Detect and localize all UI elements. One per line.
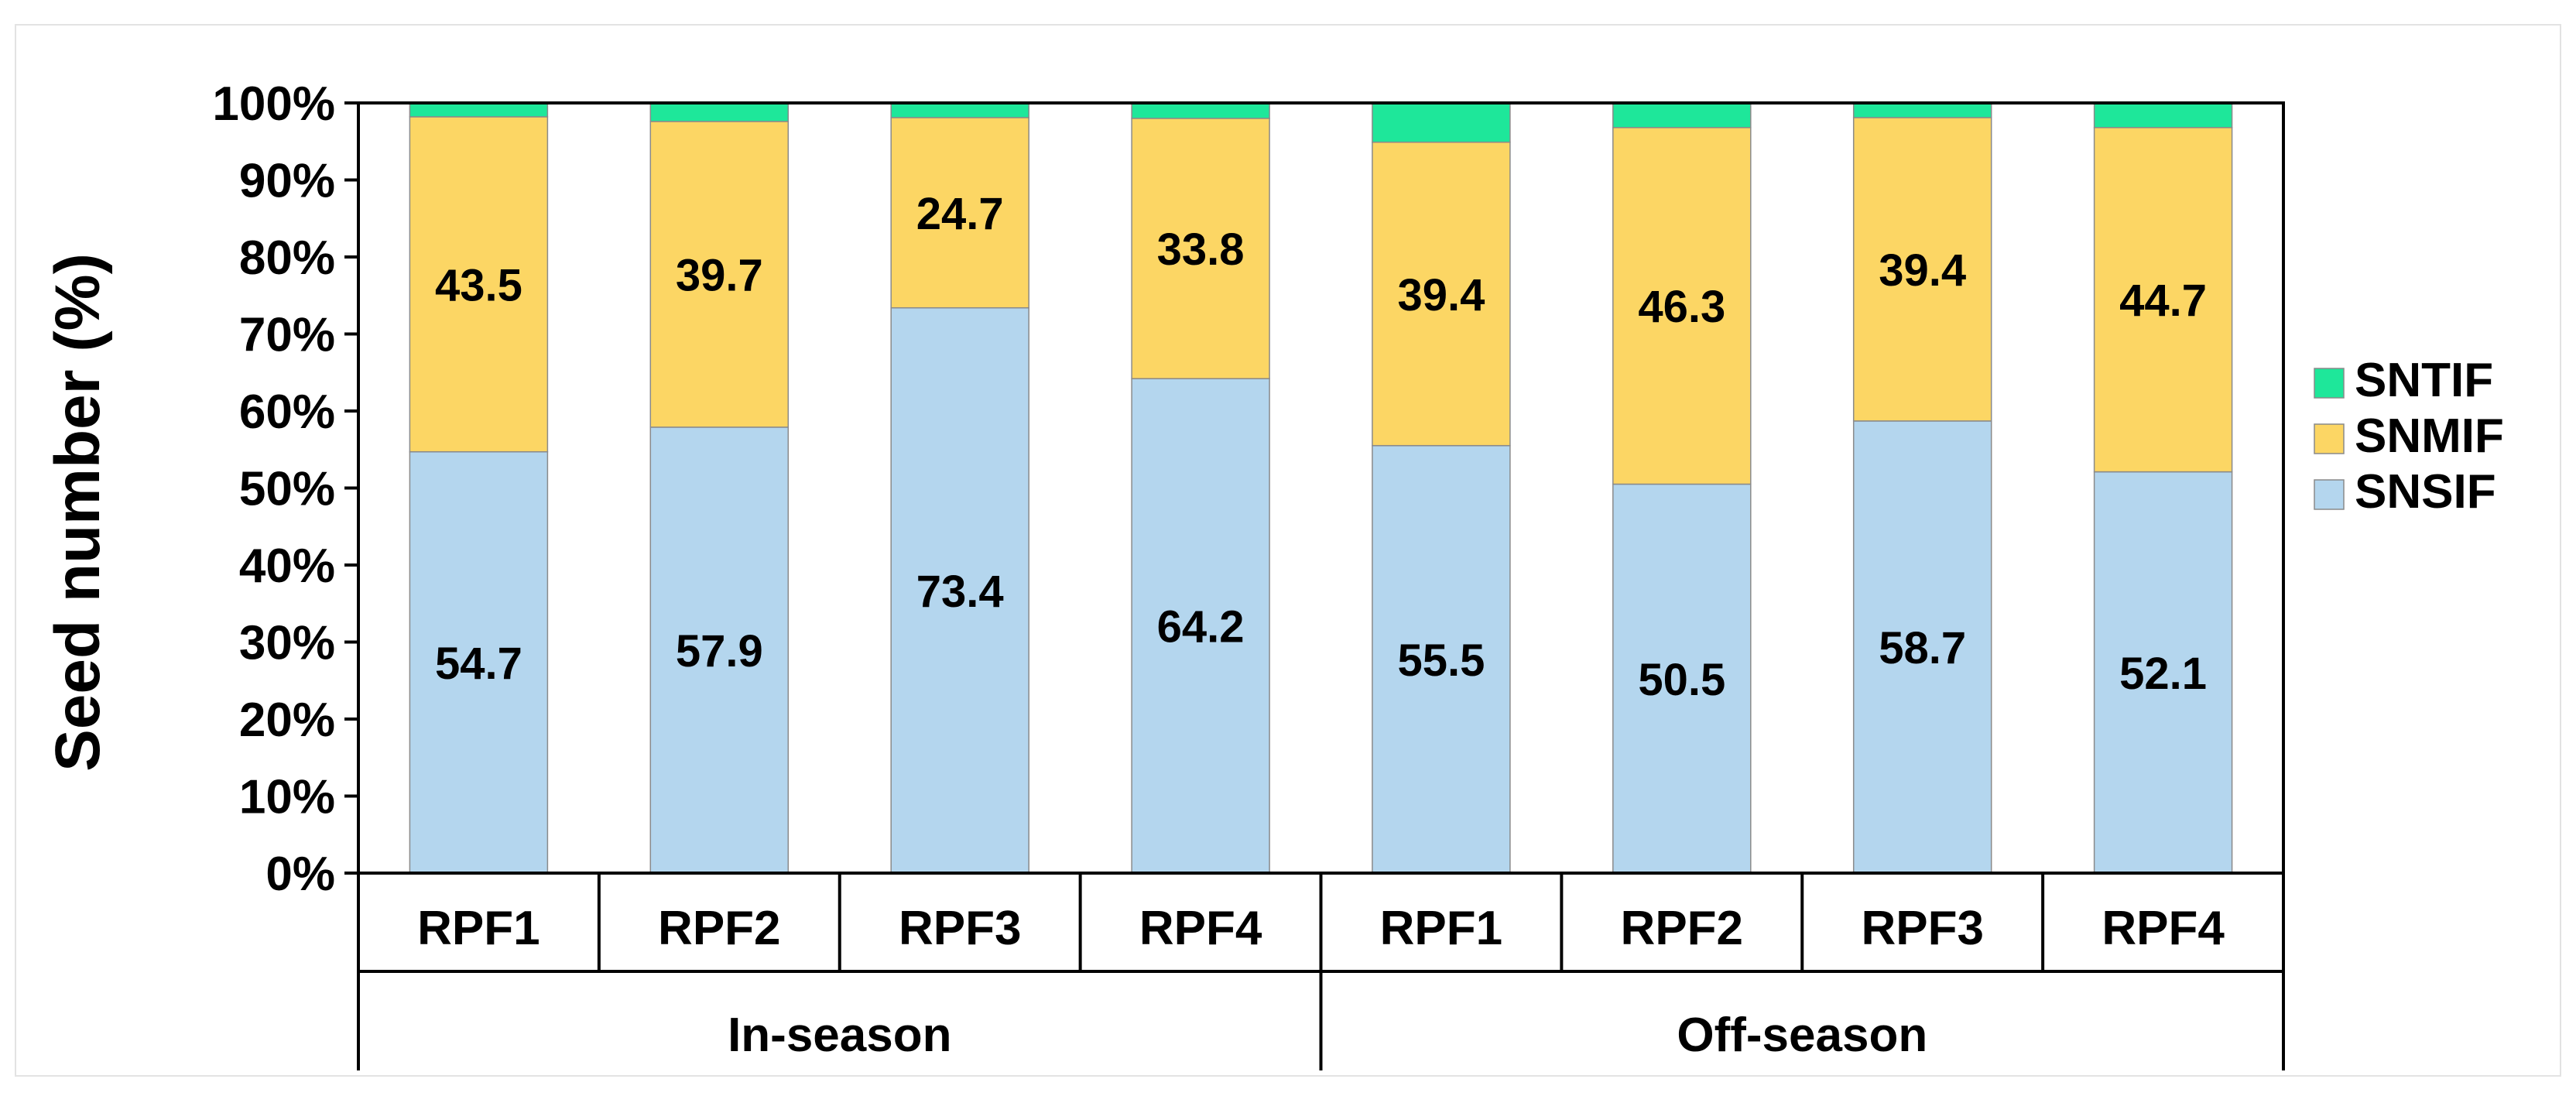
y-tick-label: 30%: [239, 617, 335, 670]
legend-swatch-sntif: [2314, 368, 2345, 399]
legend-swatch-snsif: [2314, 479, 2345, 510]
bar-sntif-7: [1852, 102, 1992, 118]
data-label-snmif-7: 39.4: [1879, 245, 1966, 296]
data-label-snmif-2: 39.7: [676, 250, 763, 300]
data-label-snsif-4: 64.2: [1157, 602, 1245, 652]
data-label-snsif-3: 73.4: [916, 567, 1004, 617]
bar-sntif-8: [2093, 102, 2233, 128]
data-label-snmif-8: 44.7: [2119, 276, 2207, 326]
data-label-snmif-5: 39.4: [1397, 270, 1485, 320]
data-label-snsif-7: 58.7: [1879, 623, 1966, 673]
data-label-snmif-3: 24.7: [916, 189, 1004, 239]
bar-snsif-4: [1131, 378, 1270, 874]
axes-layer: 0% 10% 20% 30% 40% 50% 60% 70% 80% 90% 100% RPF1 RPF…: [212, 77, 2285, 1070]
x-tick-label: RPF1: [417, 902, 540, 955]
data-label-snsif-2: 57.9: [676, 626, 763, 676]
bar-snmif-7: [1852, 117, 1992, 422]
data-label-snmif-1: 43.5: [435, 260, 522, 310]
x-tick-label: RPF4: [2102, 902, 2225, 955]
bar-sntif-5: [1372, 102, 1511, 143]
bars-layer: [409, 102, 2233, 874]
labels-layer: 54.7 43.5 57.9 39.7 73.4 24.7 64.2 33.8 55.5 39.4…: [435, 189, 2207, 705]
y-tick-label: 100%: [212, 77, 335, 131]
y-tick-label: 60%: [239, 385, 335, 439]
bar-sntif-4: [1131, 102, 1270, 119]
bar-snsif-5: [1372, 445, 1511, 874]
y-tick-label: 90%: [239, 155, 335, 208]
y-axis-title: Seed number (%): [43, 253, 113, 772]
data-label-snsif-8: 52.1: [2119, 649, 2207, 699]
legend-label-snmif: SNMIF: [2355, 409, 2504, 463]
data-label-snsif-5: 55.5: [1397, 635, 1485, 686]
bar-snmif-4: [1131, 118, 1270, 379]
bar-snsif-1: [409, 450, 549, 874]
y-tick-label: 10%: [239, 771, 335, 824]
group-label: Off-season: [1677, 1009, 1927, 1062]
bar-snmif-6: [1612, 127, 1752, 485]
data-label-snmif-6: 46.3: [1638, 282, 1725, 332]
legend-label-sntif: SNTIF: [2355, 354, 2493, 407]
x-tick-label: RPF2: [1621, 902, 1743, 955]
bar-snsif-8: [2093, 471, 2233, 874]
data-label-snsif-1: 54.7: [435, 639, 522, 689]
legend-swatch-snmif: [2314, 423, 2345, 454]
x-tick-label: RPF3: [1861, 902, 1983, 955]
y-tick-label: 80%: [239, 231, 335, 285]
legend-label-snsif: SNSIF: [2355, 465, 2496, 519]
group-label: In-season: [728, 1009, 951, 1062]
bar-snmif-3: [890, 117, 1029, 309]
data-label-snsif-6: 50.5: [1638, 655, 1725, 705]
x-tick-label: RPF4: [1139, 902, 1262, 955]
bar-sntif-6: [1612, 102, 1752, 128]
y-tick-label: 40%: [239, 539, 335, 593]
y-tick-label: 20%: [239, 694, 335, 747]
bar-snsif-2: [649, 426, 790, 874]
x-tick-label: RPF1: [1380, 902, 1502, 955]
figure-frame: [15, 24, 2561, 1077]
x-tick-label: RPF3: [899, 902, 1021, 955]
bar-snmif-2: [649, 121, 790, 428]
y-tick-label: 0%: [265, 848, 335, 901]
y-tick-label: 70%: [239, 309, 335, 362]
bar-sntif-3: [890, 102, 1029, 118]
data-label-snmif-4: 33.8: [1157, 224, 1245, 275]
bar-snsif-7: [1852, 420, 1992, 874]
bar-snmif-5: [1372, 141, 1511, 447]
y-tick-label: 50%: [239, 463, 335, 516]
bar-snsif-3: [890, 307, 1029, 874]
bar-sntif-1: [409, 102, 549, 118]
bar-snmif-8: [2093, 127, 2233, 473]
bar-snsif-6: [1612, 483, 1752, 874]
x-tick-label: RPF2: [658, 902, 780, 955]
bar-sntif-2: [649, 102, 790, 122]
